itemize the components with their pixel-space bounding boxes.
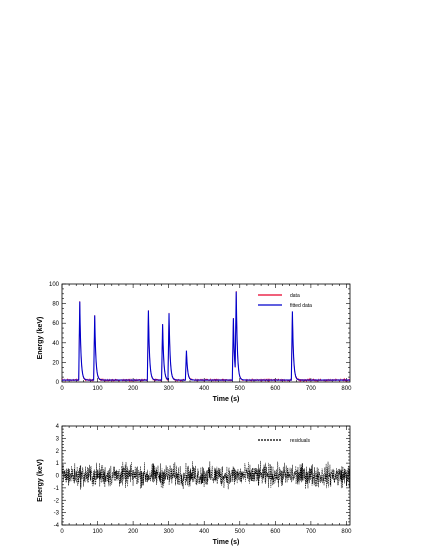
y-tick-label: -4 — [54, 523, 60, 529]
top-energy-panel: 0 100 200 300 400 500 600 700 800 0 20 40 60 80 100 Tim… — [37, 282, 352, 403]
y-tick-label: 20 — [52, 360, 59, 366]
y-tick-label: 3 — [56, 436, 60, 442]
x-tick-label: 600 — [270, 529, 281, 535]
x-tick-label: 800 — [341, 529, 352, 535]
y-tick-label: 100 — [49, 282, 60, 288]
y-tick-label: 80 — [52, 302, 59, 308]
legend-label: residuals — [290, 438, 311, 444]
legend-label: fitted data — [290, 303, 312, 309]
series-residuals-line — [61, 460, 351, 490]
y-axis-label: Energy (keV) — [37, 317, 44, 360]
x-tick-label: 0 — [60, 529, 64, 535]
y-tick-label: 0 — [56, 474, 60, 480]
y-tick-label: -1 — [54, 486, 60, 492]
x-tick-label: 400 — [199, 386, 210, 392]
x-tick-label: 0 — [60, 386, 64, 392]
x-tick-label: 700 — [306, 529, 317, 535]
x-tick-label: 200 — [128, 386, 139, 392]
y-tick-label: 4 — [56, 424, 60, 430]
y-tick-label: -3 — [54, 511, 60, 517]
x-axis-label: Time (s) — [213, 396, 240, 403]
series-fitted-line — [62, 291, 350, 381]
x-tick-label: 300 — [164, 386, 175, 392]
y-tick-label: 1 — [56, 461, 60, 467]
x-tick-label: 200 — [128, 529, 139, 535]
y-tick-label: -2 — [54, 498, 60, 504]
x-tick-label: 400 — [199, 529, 210, 535]
x-tick-label: 500 — [235, 529, 246, 535]
y-tick-label: 0 — [56, 380, 60, 386]
plot-frame — [61, 283, 351, 383]
y-axis-label: Energy (keV) — [37, 459, 44, 502]
legend-label: data — [290, 293, 300, 299]
x-tick-label: 500 — [235, 386, 246, 392]
x-tick-label: 100 — [93, 529, 104, 535]
x-tick-label: 100 — [93, 386, 104, 392]
y-tick-label: 40 — [52, 341, 59, 347]
x-tick-label: 600 — [270, 386, 281, 392]
x-tick-label: 300 — [164, 529, 175, 535]
y-tick-label: 60 — [52, 321, 59, 327]
residuals-panel: 0 100 200 300 400 500 600 700 800 -4 -3 -2 -1 0 1 2 3 4 Ti… — [37, 424, 352, 546]
x-axis-label: Time (s) — [213, 539, 240, 546]
y-tick-label: 2 — [56, 449, 60, 455]
x-tick-label: 800 — [341, 386, 352, 392]
x-tick-label: 700 — [306, 386, 317, 392]
